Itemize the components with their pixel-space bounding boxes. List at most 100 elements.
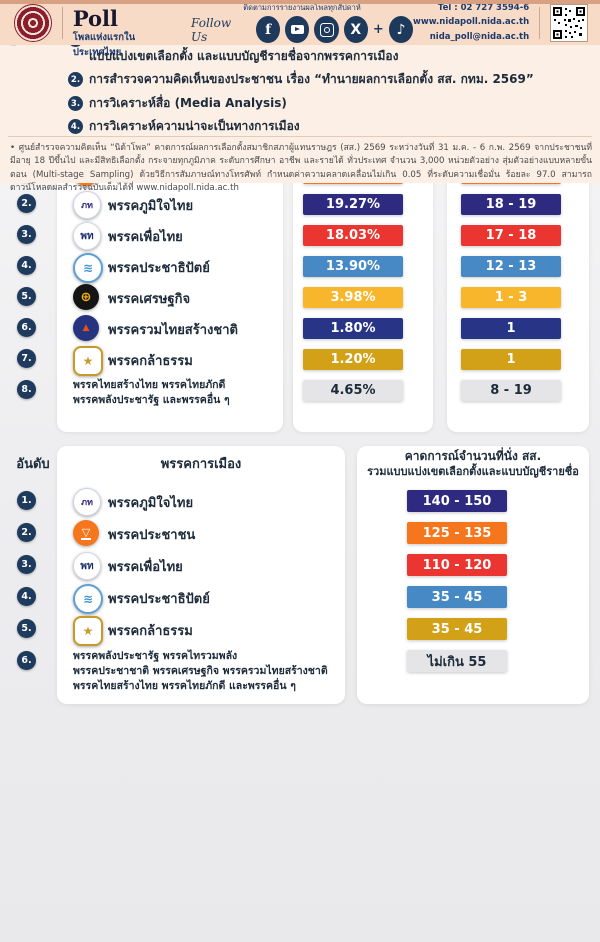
rank-badge: 8. xyxy=(17,380,36,399)
email-link[interactable]: nida_poll@nida.ac.th xyxy=(429,31,530,42)
table-row: 1. ภท พรรคภูมิใจไทย 140 - 150 xyxy=(0,488,600,516)
party-name-multiline: พรรคไทยสร้างไทย พรรคไทยภักดี พรรคพลังประ… xyxy=(73,379,230,407)
seats-bar: 18 - 19 xyxy=(461,194,561,215)
facebook-icon[interactable]: f xyxy=(256,16,281,43)
percent-bar: 13.90% xyxy=(303,256,403,277)
bottom-strip xyxy=(0,0,600,4)
united-thai-nation-party-logo-icon: ▲ xyxy=(73,315,99,341)
percent-bar: 18.03% xyxy=(303,225,403,246)
rank-badge: 5. xyxy=(17,619,36,638)
contact-block: Tel : 02 727 3594-6 www.nidapoll.nida.ac… xyxy=(413,1,529,43)
brand-name: NIDA Poll xyxy=(72,0,137,31)
rank-badge: 3. xyxy=(17,225,36,244)
party-name: พรรครวมไทยสร้างชาติ xyxy=(108,323,238,338)
table-row: 7. ★ พรรคกล้าธรรม 1.20% 1 xyxy=(0,346,600,376)
table-row: 3. พท พรรคเพื่อไทย 18.03% 17 - 18 xyxy=(0,222,600,250)
total-seats-bar: 125 - 135 xyxy=(407,522,507,544)
x-twitter-icon[interactable]: X xyxy=(343,16,368,43)
seats-bar: 1 xyxy=(461,318,561,339)
percent-bar: 4.65% xyxy=(303,380,403,401)
table-row: 5. ⊕ พรรคเศรษฐกิจ 3.98% 1 - 3 xyxy=(0,284,600,312)
table-row: 5. ★ พรรคกล้าธรรม 35 - 45 xyxy=(0,616,600,646)
party-name: พรรคภูมิใจไทย xyxy=(108,199,194,214)
note-number-badge: 4. xyxy=(68,119,83,134)
divider xyxy=(539,6,540,39)
democrat-party-logo-icon: ≋ xyxy=(73,253,103,283)
brand-block: NIDA Poll โพลแห่งแรกในประเทศไทย xyxy=(73,0,169,60)
klatham-party-logo-icon: ★ xyxy=(73,346,103,376)
total-seats-bar: ไม่เกิน 55 xyxy=(407,650,507,672)
party-name: พรรคเศรษฐกิจ xyxy=(108,292,191,307)
rank-badge: 3. xyxy=(17,555,36,574)
party-column-panel xyxy=(57,446,345,704)
party-name: พรรคประชาธิปัตย์ xyxy=(108,261,210,276)
nida-seal-logo-icon xyxy=(14,3,52,42)
total-seats-bar: 140 - 150 xyxy=(407,490,507,512)
percent-bar: 1.20% xyxy=(303,349,403,370)
party-name: พรรคกล้าธรรม xyxy=(108,624,193,639)
rank-badge: 6. xyxy=(17,651,36,670)
divider xyxy=(62,6,63,39)
party-column-panel xyxy=(57,136,283,432)
note-number-badge: 2. xyxy=(68,72,83,87)
follow-us-label: Follow Us xyxy=(191,15,232,44)
table-row: 6. พรรคพลังประชารัฐ พรรคไทรวมพลัง พรรคปร… xyxy=(0,648,600,698)
fine-print: • ศูนย์สำรวจความคิดเห็น “นิด้าโพล” คาดกา… xyxy=(10,143,592,193)
total-seats-bar: 110 - 120 xyxy=(407,554,507,576)
party-name: พรรคเพื่อไทย xyxy=(108,560,183,575)
pheuthai-party-logo-icon: พท xyxy=(73,222,101,250)
seats-bar: 1 xyxy=(461,349,561,370)
party-name: พรรคประชาชน xyxy=(108,528,196,543)
brand-subtitle: โพลแห่งแรกในประเทศไทย xyxy=(72,31,136,58)
note-item: 3. การวิเคราะห์สื่อ (Media Analysis) xyxy=(68,95,576,112)
tiktok-icon[interactable]: ♪ xyxy=(388,16,414,43)
divider xyxy=(8,136,592,137)
total-seats-bar: 35 - 45 xyxy=(407,618,507,640)
rank-badge: 2. xyxy=(17,194,36,213)
seats-bar: 12 - 13 xyxy=(461,256,561,277)
percent-bar: 19.27% xyxy=(303,194,403,215)
qr-code xyxy=(550,3,588,42)
rank-badge: 7. xyxy=(17,349,36,368)
rank-badge: 2. xyxy=(17,523,36,542)
rank-badge: 5. xyxy=(17,287,36,306)
seats-bar: 8 - 19 xyxy=(461,380,561,401)
table-row: 3. พท พรรคเพื่อไทย 110 - 120 xyxy=(0,552,600,580)
party-name: พรรคภูมิใจไทย xyxy=(108,496,194,511)
party-name: พรรคกล้าธรรม xyxy=(108,354,193,369)
table-row: 4. ≋ พรรคประชาธิปัตย์ 13.90% 12 - 13 xyxy=(0,253,600,283)
total-seats-bar: 35 - 45 xyxy=(407,586,507,608)
note-number-badge: 3. xyxy=(68,96,83,111)
col-header-party: พรรคการเมือง xyxy=(160,457,242,472)
pheuthai-party-logo-icon: พท xyxy=(73,552,101,580)
seats-bar: 17 - 18 xyxy=(461,225,561,246)
bhumjaithai-party-logo-icon: ภท xyxy=(73,191,101,219)
footer: NIDA Poll โพลแห่งแรกในประเทศไทย ติดตามกา… xyxy=(0,0,600,58)
col-header-seats: คาดการณ์จำนวนที่นั่ง สส. รวมแบบแบ่งเขตเล… xyxy=(367,449,579,478)
table-row: 4. ≋ พรรคประชาธิปัตย์ 35 - 45 xyxy=(0,584,600,614)
rank-badge: 4. xyxy=(17,256,36,275)
table-row: 6. ▲ พรรครวมไทยสร้างชาติ 1.80% 1 xyxy=(0,315,600,343)
follow-block: ติดตามการรายงานผลโพลทุกสัปดาห์ Follow Us… xyxy=(191,2,414,44)
phone-number: Tel : 02 727 3594-6 xyxy=(437,3,530,14)
people-party-logo-icon: ▽ xyxy=(73,520,99,546)
percent-bar: 3.98% xyxy=(303,287,403,308)
rank-badge: 6. xyxy=(17,318,36,337)
instagram-icon[interactable] xyxy=(314,16,339,43)
setthakij-party-logo-icon: ⊕ xyxy=(73,284,99,310)
table-row: 2. ภท พรรคภูมิใจไทย 19.27% 18 - 19 xyxy=(0,191,600,219)
seats-bar: 1 - 3 xyxy=(461,287,561,308)
bhumjaithai-party-logo-icon: ภท xyxy=(73,488,101,516)
note-item: 4. การวิเคราะห์ความน่าจะเป็นทางการเมือง xyxy=(68,118,576,135)
youtube-icon[interactable] xyxy=(285,16,310,43)
percent-bar: 1.80% xyxy=(303,318,403,339)
party-name: พรรคเพื่อไทย xyxy=(108,230,183,245)
table-row: 8. พรรคไทยสร้างไทย พรรคไทยภักดี พรรคพลัง… xyxy=(0,377,600,419)
plus-icon: + xyxy=(372,22,384,37)
table-row: 2. ▽ พรรคประชาชน 125 - 135 xyxy=(0,520,600,548)
website-link[interactable]: www.nidapoll.nida.ac.th xyxy=(413,17,530,28)
col-header-rank: อันดับ xyxy=(16,457,50,472)
rank-badge: 1. xyxy=(17,491,36,510)
party-name-multiline: พรรคพลังประชารัฐ พรรคไทรวมพลัง พรรคประชา… xyxy=(73,650,328,693)
